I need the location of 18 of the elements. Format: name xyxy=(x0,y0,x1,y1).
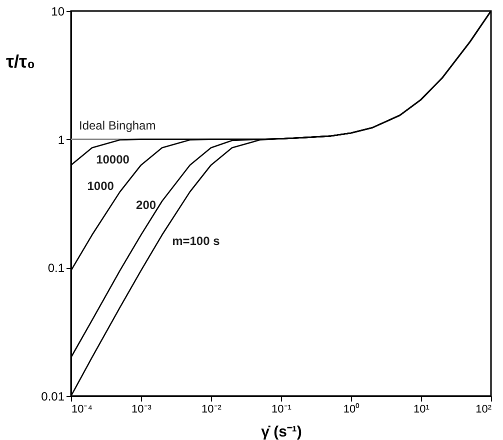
series-label: 10000 xyxy=(96,152,130,167)
y-axis-title: τ/τ₀ xyxy=(6,52,36,72)
y-tick-label: 0.01 xyxy=(41,390,65,404)
series-label: Ideal Bingham xyxy=(79,118,156,132)
x-tick-label: 10¹ xyxy=(414,404,430,416)
y-tick-label: 0.1 xyxy=(48,261,65,276)
x-tick-label: 10⁻⁴ xyxy=(72,404,93,416)
y-tick-label: 1 xyxy=(58,132,65,147)
x-tick-label: 10⁻¹ xyxy=(272,404,292,416)
series-label: 1000 xyxy=(87,178,114,193)
x-axis-title: γ̇ (s⁻¹) xyxy=(261,424,302,440)
x-tick-label: 10⁰ xyxy=(343,402,360,416)
series-label: m=100 s xyxy=(172,234,220,248)
y-tick-label: 10 xyxy=(51,4,65,18)
x-tick-label: 10⁻² xyxy=(202,404,222,416)
x-tick-label: 10² xyxy=(476,404,492,416)
series-label: 200 xyxy=(136,198,156,212)
x-tick-label: 10⁻³ xyxy=(132,404,152,416)
